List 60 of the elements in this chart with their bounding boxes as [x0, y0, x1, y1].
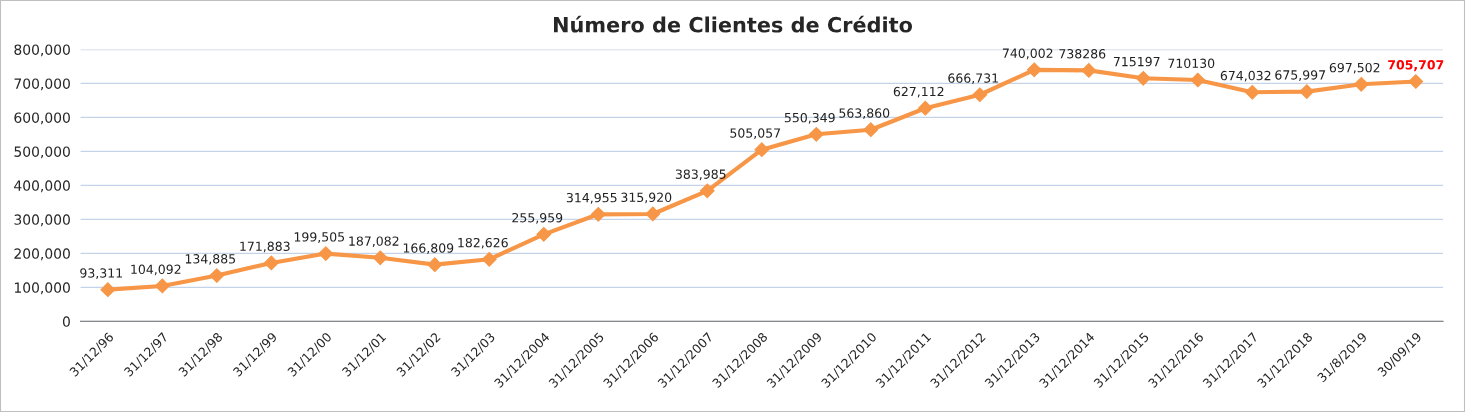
y-tick-label: 500,000: [14, 146, 70, 159]
data-label: 705,707: [1388, 60, 1444, 72]
data-label: 738286: [1059, 49, 1106, 59]
point: [1081, 63, 1097, 78]
data-label: 104,092: [131, 264, 181, 276]
point: [645, 206, 661, 222]
point: [699, 183, 715, 199]
data-label: 182,626: [458, 237, 508, 249]
y-tick-label: 400,000: [14, 180, 70, 193]
y-tick-label: 600,000: [14, 112, 70, 125]
point: [481, 251, 497, 267]
y-tick-label: 800,000: [14, 44, 70, 57]
point: [1190, 72, 1206, 88]
point: [863, 122, 879, 138]
point: [1408, 74, 1424, 89]
data-label: 383,985: [675, 169, 726, 181]
y-tick-label: 200,000: [14, 248, 70, 261]
data-label: 715197: [1113, 56, 1160, 67]
point: [1135, 70, 1151, 86]
y-tick-label: 100,000: [14, 282, 70, 295]
point: [536, 226, 552, 242]
data-label: 187,082: [349, 236, 399, 248]
data-label: 627,112: [893, 86, 944, 98]
data-label: 740,002: [1002, 48, 1053, 60]
y-tick-label: 300,000: [14, 214, 70, 227]
point: [917, 100, 933, 116]
data-label: 171,883: [240, 241, 290, 253]
point: [590, 206, 606, 222]
data-label: 563,860: [839, 108, 890, 120]
data-label: 505,057: [730, 128, 781, 140]
data-label: 255,959: [512, 212, 563, 224]
data-label: 315,920: [621, 192, 672, 204]
point: [209, 268, 225, 283]
point: [972, 87, 988, 103]
point: [318, 246, 334, 261]
data-label: 674,032: [1220, 70, 1271, 82]
point: [1026, 62, 1042, 78]
data-label: 697,502: [1329, 62, 1380, 74]
point: [1353, 76, 1369, 92]
data-label: 93,311: [80, 268, 122, 279]
y-tick-label: 0: [62, 316, 70, 327]
point: [372, 250, 388, 266]
point: [1244, 84, 1260, 100]
point: [754, 142, 770, 158]
point: [100, 282, 116, 298]
data-label: 134,885: [185, 254, 236, 265]
data-label: 675,997: [1275, 70, 1326, 81]
point: [154, 278, 170, 294]
point: [808, 126, 824, 142]
data-label: 666,731: [948, 73, 998, 85]
data-label: 166,809: [403, 243, 454, 254]
data-label: 199,505: [294, 232, 345, 243]
data-label: 550,349: [784, 112, 835, 124]
data-label: 710130: [1168, 58, 1215, 69]
point: [1299, 84, 1315, 99]
y-tick-label: 700,000: [14, 78, 70, 91]
data-label: 314,955: [566, 192, 617, 204]
point: [263, 255, 279, 271]
chart-title: Número de Clientes de Crédito: [554, 15, 913, 33]
point: [427, 257, 443, 273]
